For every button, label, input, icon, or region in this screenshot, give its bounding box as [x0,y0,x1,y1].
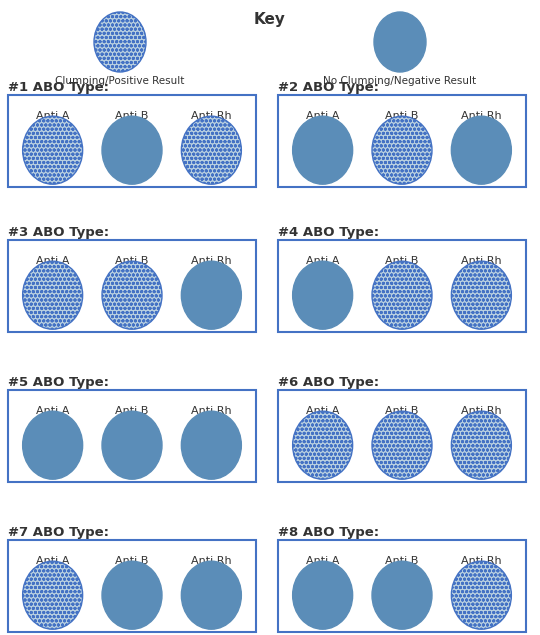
Ellipse shape [293,561,353,629]
Text: Anti Rh: Anti Rh [461,111,502,121]
Text: #8 ABO Type:: #8 ABO Type: [278,526,379,539]
Text: Anti B: Anti B [386,111,418,121]
Ellipse shape [102,411,162,479]
Ellipse shape [23,561,83,629]
Text: Anti A: Anti A [306,556,339,566]
Ellipse shape [23,411,83,479]
Text: Anti Rh: Anti Rh [461,406,502,416]
FancyBboxPatch shape [8,95,256,187]
Ellipse shape [102,561,162,629]
Text: Anti A: Anti A [306,111,339,121]
Text: Anti B: Anti B [116,256,148,266]
Ellipse shape [374,12,426,72]
Text: Anti Rh: Anti Rh [461,256,502,266]
Text: #1 ABO Type:: #1 ABO Type: [8,81,109,94]
Text: No Clumping/Negative Result: No Clumping/Negative Result [323,76,477,86]
FancyBboxPatch shape [8,390,256,482]
Ellipse shape [451,561,511,629]
Text: Anti A: Anti A [306,406,339,416]
Ellipse shape [181,561,241,629]
Ellipse shape [102,261,162,329]
Ellipse shape [372,561,432,629]
Text: #5 ABO Type:: #5 ABO Type: [8,376,109,389]
Text: Anti A: Anti A [36,111,69,121]
Text: Clumping/Positive Result: Clumping/Positive Result [55,76,185,86]
Text: Anti Rh: Anti Rh [191,556,232,566]
FancyBboxPatch shape [278,95,526,187]
Ellipse shape [94,12,146,72]
Ellipse shape [372,116,432,184]
FancyBboxPatch shape [278,240,526,332]
Ellipse shape [181,261,241,329]
Text: #3 ABO Type:: #3 ABO Type: [8,226,109,239]
Ellipse shape [181,116,241,184]
FancyBboxPatch shape [8,240,256,332]
Text: Anti B: Anti B [116,556,148,566]
FancyBboxPatch shape [278,390,526,482]
Ellipse shape [23,116,83,184]
Text: #2 ABO Type:: #2 ABO Type: [278,81,379,94]
Text: Key: Key [254,12,286,27]
Text: Anti B: Anti B [386,256,418,266]
Text: Anti Rh: Anti Rh [191,111,232,121]
Ellipse shape [372,411,432,479]
Ellipse shape [23,261,83,329]
Text: #6 ABO Type:: #6 ABO Type: [278,376,379,389]
Ellipse shape [181,411,241,479]
Text: #7 ABO Type:: #7 ABO Type: [8,526,109,539]
Text: Anti B: Anti B [116,111,148,121]
Text: Anti Rh: Anti Rh [461,556,502,566]
Ellipse shape [102,116,162,184]
Ellipse shape [451,261,511,329]
FancyBboxPatch shape [8,540,256,632]
Text: #4 ABO Type:: #4 ABO Type: [278,226,379,239]
Text: Anti B: Anti B [116,406,148,416]
FancyBboxPatch shape [278,540,526,632]
Text: Anti A: Anti A [36,556,69,566]
Ellipse shape [293,116,353,184]
Text: Anti Rh: Anti Rh [191,256,232,266]
Text: Anti Rh: Anti Rh [191,406,232,416]
Text: Anti B: Anti B [386,406,418,416]
Text: Anti A: Anti A [36,406,69,416]
Ellipse shape [451,116,511,184]
Ellipse shape [372,261,432,329]
Text: Anti B: Anti B [386,556,418,566]
Ellipse shape [293,411,353,479]
Text: Anti A: Anti A [36,256,69,266]
Ellipse shape [293,261,353,329]
Text: Anti A: Anti A [306,256,339,266]
Ellipse shape [451,411,511,479]
